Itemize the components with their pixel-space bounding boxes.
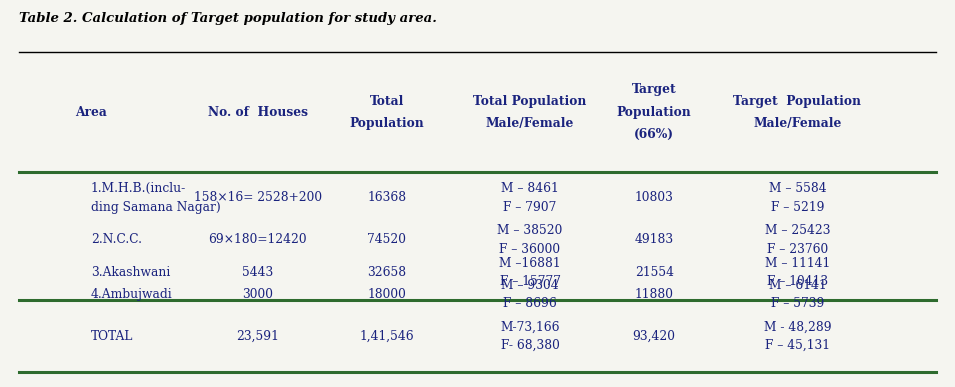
Text: M – 8461: M – 8461 — [501, 182, 559, 195]
Text: Population: Population — [350, 117, 424, 130]
Text: F – 15777: F – 15777 — [499, 276, 561, 288]
Text: 3.Akashwani: 3.Akashwani — [91, 266, 170, 279]
Text: 49183: 49183 — [635, 233, 673, 247]
Text: 93,420: 93,420 — [632, 330, 676, 342]
Text: 32658: 32658 — [368, 266, 406, 279]
Text: 18000: 18000 — [368, 288, 406, 301]
Text: 21554: 21554 — [635, 266, 673, 279]
Text: F – 36000: F – 36000 — [499, 243, 561, 256]
Text: Table 2. Calculation of Target population for study area.: Table 2. Calculation of Target populatio… — [19, 12, 437, 25]
Text: 16368: 16368 — [368, 192, 406, 204]
Text: F – 10413: F – 10413 — [767, 276, 828, 288]
Text: 23,591: 23,591 — [237, 330, 279, 342]
Text: 1,41,546: 1,41,546 — [359, 330, 414, 342]
Text: 74520: 74520 — [368, 233, 406, 247]
Text: M – 5584: M – 5584 — [769, 182, 826, 195]
Text: Area: Area — [74, 106, 107, 119]
Text: 10803: 10803 — [635, 192, 673, 204]
Text: F – 45,131: F – 45,131 — [765, 339, 830, 352]
Text: M – 38520: M – 38520 — [498, 224, 562, 237]
Text: Total: Total — [370, 94, 404, 108]
Text: M – 6141: M – 6141 — [769, 279, 826, 292]
Text: (66%): (66%) — [634, 128, 674, 141]
Text: M – 25423: M – 25423 — [765, 224, 830, 237]
Text: Male/Female: Male/Female — [486, 117, 574, 130]
Text: Target  Population: Target Population — [733, 94, 861, 108]
Text: 2.N.C.C.: 2.N.C.C. — [91, 233, 141, 247]
Text: F- 68,380: F- 68,380 — [500, 339, 560, 352]
Text: M-73,166: M-73,166 — [500, 320, 560, 333]
Text: 5443: 5443 — [243, 266, 273, 279]
Text: TOTAL: TOTAL — [91, 330, 133, 342]
Text: M –16881: M –16881 — [499, 257, 561, 270]
Text: F – 5219: F – 5219 — [771, 201, 824, 214]
Text: M – 11141: M – 11141 — [765, 257, 830, 270]
Text: ding Samana Nagar): ding Samana Nagar) — [91, 201, 221, 214]
Text: 11880: 11880 — [635, 288, 673, 301]
Text: 1.M.H.B.(inclu-: 1.M.H.B.(inclu- — [91, 182, 186, 195]
Text: F – 8696: F – 8696 — [503, 297, 557, 310]
Text: F – 23760: F – 23760 — [767, 243, 828, 256]
Text: M - 48,289: M - 48,289 — [764, 320, 831, 333]
Text: F – 7907: F – 7907 — [503, 201, 557, 214]
Text: Target: Target — [632, 83, 676, 96]
Text: F – 5739: F – 5739 — [771, 297, 824, 310]
Text: 158×16= 2528+200: 158×16= 2528+200 — [194, 192, 322, 204]
Text: Male/Female: Male/Female — [753, 117, 841, 130]
Text: No. of  Houses: No. of Houses — [208, 106, 308, 119]
Text: Total Population: Total Population — [474, 94, 586, 108]
Text: 69×180=12420: 69×180=12420 — [208, 233, 308, 247]
Text: 4.Ambujwadi: 4.Ambujwadi — [91, 288, 173, 301]
Text: 3000: 3000 — [243, 288, 273, 301]
Text: Population: Population — [617, 106, 691, 119]
Text: M – 9304: M – 9304 — [501, 279, 559, 292]
